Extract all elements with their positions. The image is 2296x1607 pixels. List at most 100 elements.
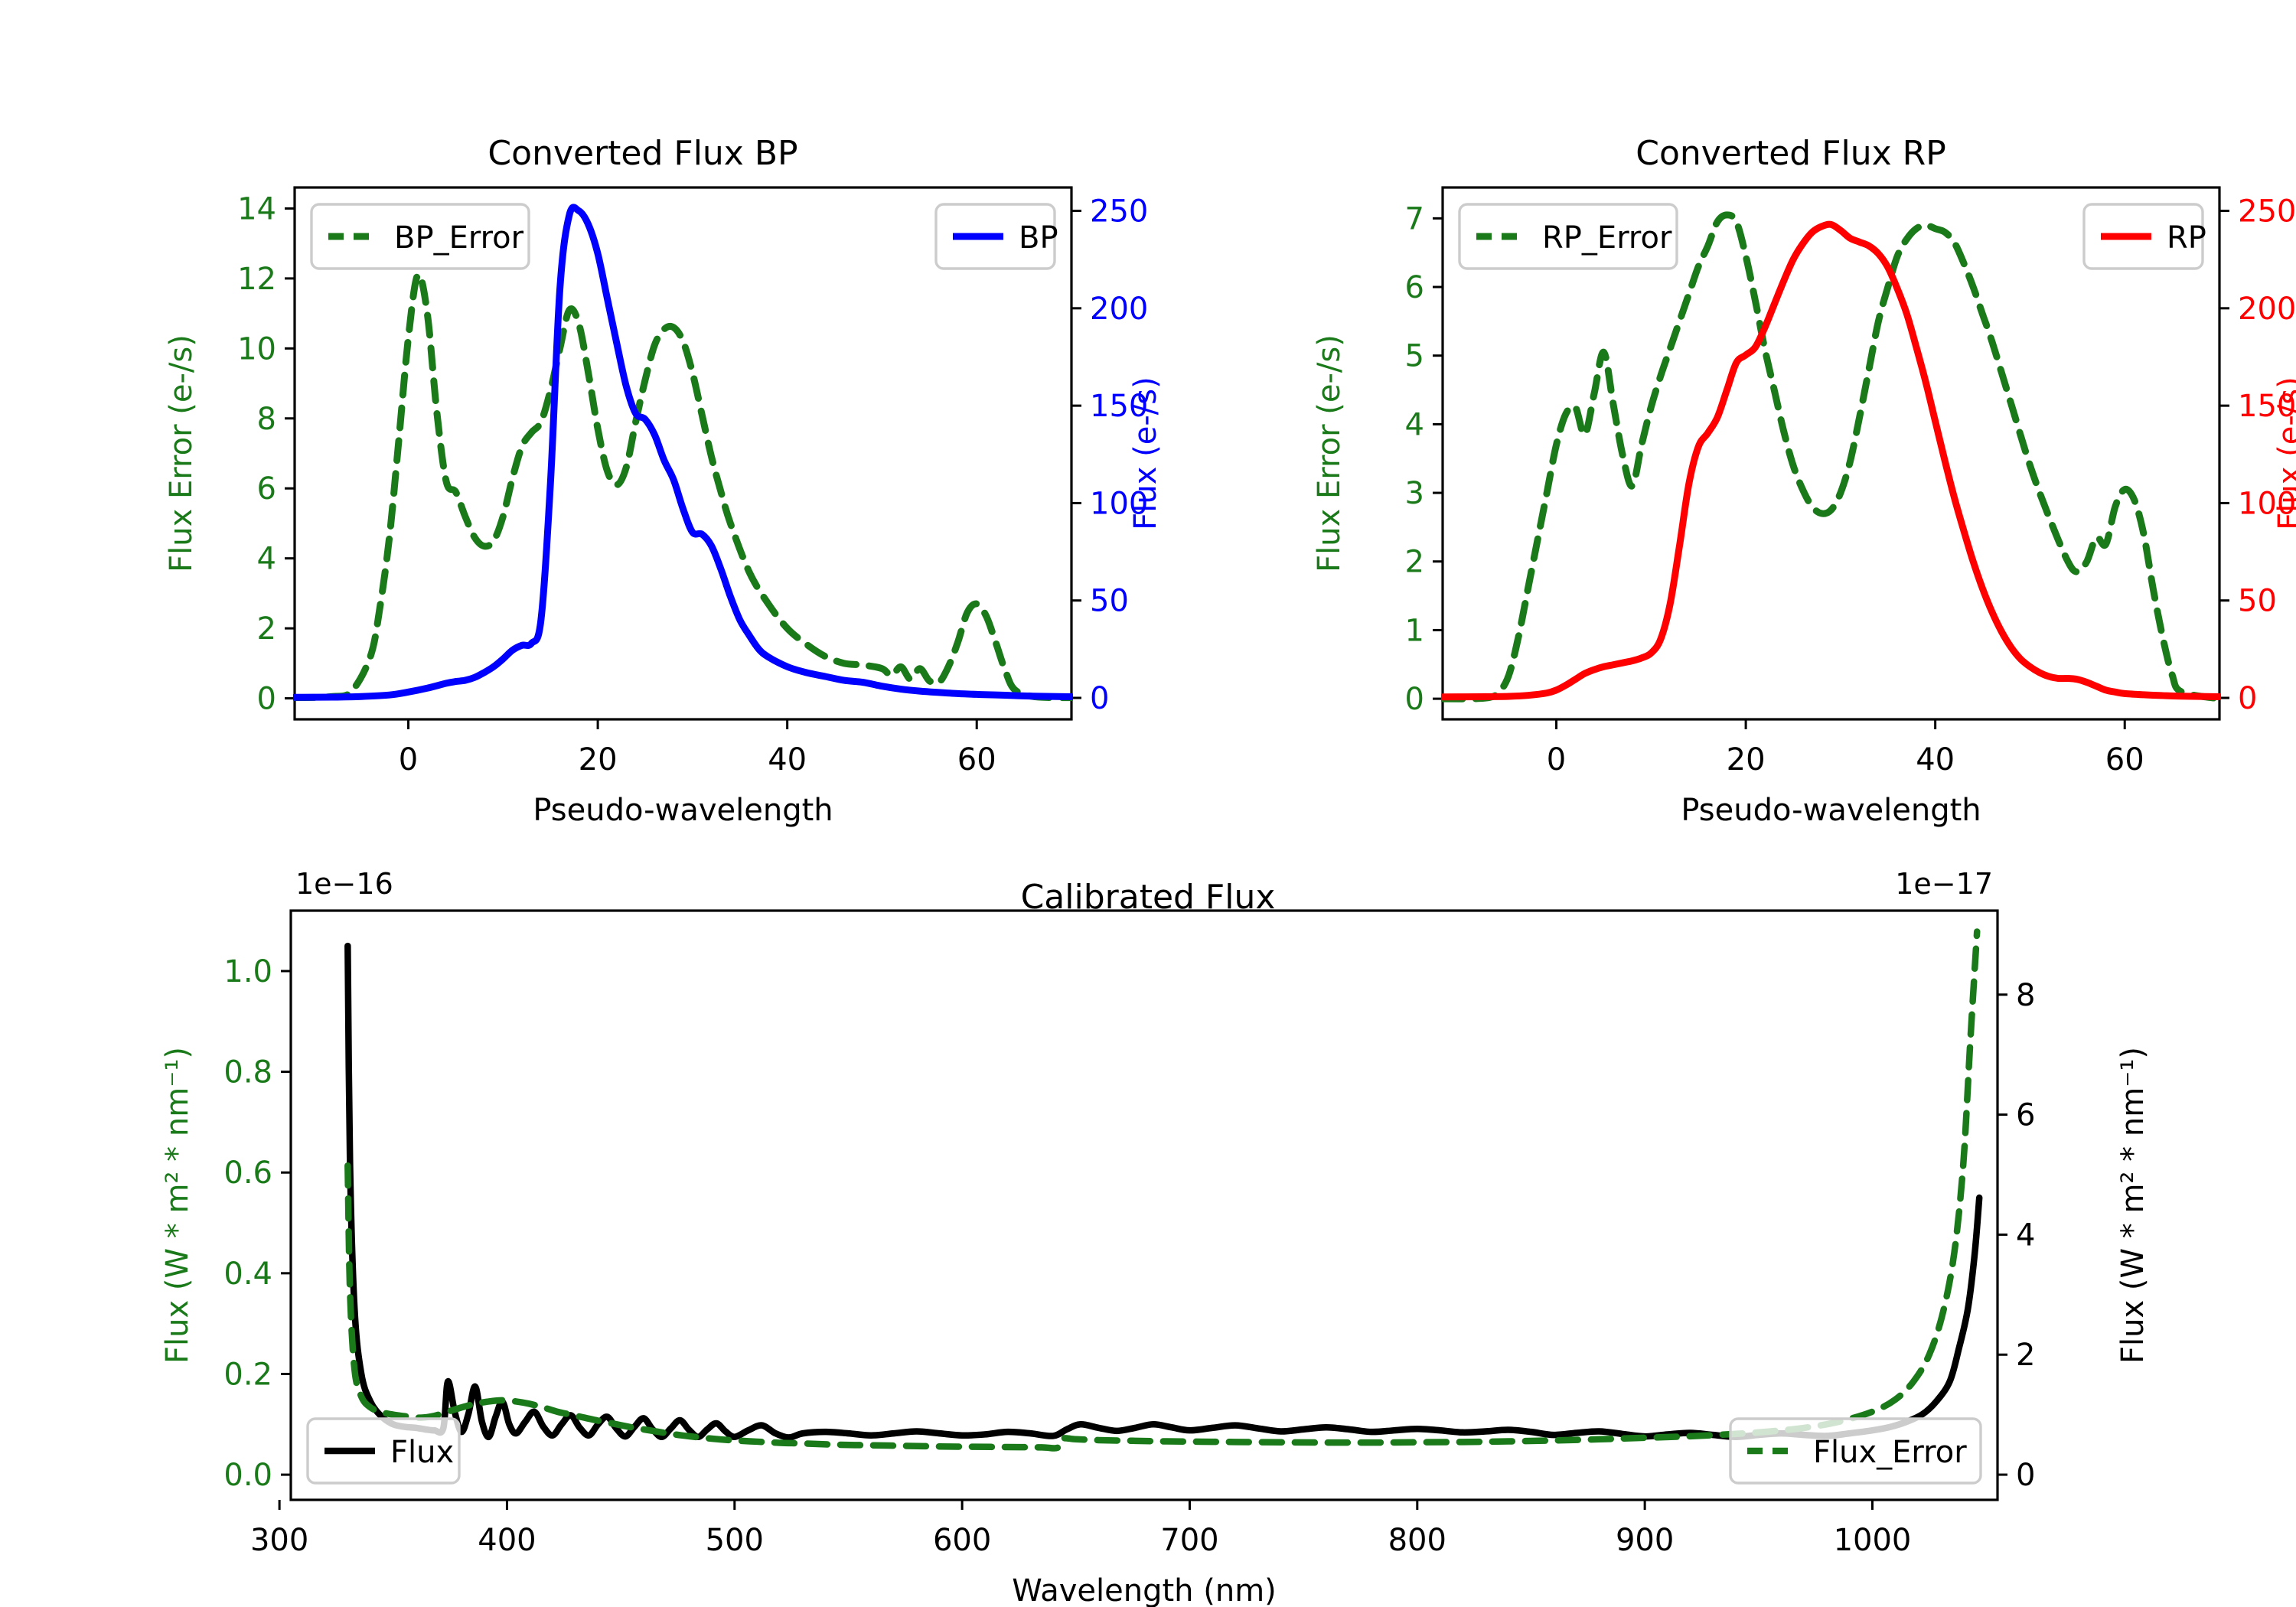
- y-left-axis-label: Flux Error (e-/s): [1312, 334, 1347, 572]
- y-left-tick-label: 4: [257, 542, 276, 577]
- y-left-tick-label: 10: [237, 331, 276, 367]
- y-left-tick-label: 0: [257, 682, 276, 717]
- legend-flux[interactable]: Flux: [306, 1417, 461, 1485]
- y-left-tick-label: 2: [257, 611, 276, 647]
- y-left-tick-label: 0: [1405, 682, 1424, 717]
- y-right-axis-label: Flux (e-/s): [1128, 376, 1163, 530]
- y-left-tick-label: 2: [1405, 545, 1424, 580]
- plot-frame: [293, 186, 1073, 721]
- plot-frame: [1441, 186, 2221, 721]
- y-left-tick-label: 0.6: [223, 1156, 272, 1191]
- x-tick-label: 800: [1388, 1523, 1446, 1558]
- y-right-tick-label: 4: [2016, 1217, 2035, 1253]
- y-left-tick-label: 6: [1405, 270, 1424, 305]
- y-left-tick-label: 7: [1405, 201, 1424, 236]
- legend-box: [306, 1417, 461, 1485]
- calibrated-plot-svg: Calibrated Flux 300 400 500 600 700 800 900 100…: [160, 867, 2151, 1607]
- y-left-tick-label: 6: [257, 471, 276, 507]
- y-left-tick-label: 1.0: [223, 954, 272, 989]
- panel-converted-flux-bp: Converted Flux BP 0 20 40 60 Pseudo-waveleng…: [0, 0, 1163, 828]
- y-left-tick-label: 1: [1405, 613, 1424, 648]
- x-tick-label: 600: [933, 1523, 991, 1558]
- y-left-tick-label: 3: [1405, 476, 1424, 511]
- y-left-tick-label: 14: [237, 191, 276, 227]
- x-tick-label: 20: [1727, 742, 1766, 777]
- y-right-tick-label: 8: [2016, 978, 2035, 1013]
- x-tick-label: 20: [579, 742, 618, 777]
- x-tick-label: 60: [2105, 742, 2144, 777]
- y-right-tick-label: 0: [2016, 1458, 2035, 1493]
- y-right-tick-label: 150: [2238, 389, 2296, 424]
- legend-label: RP_Error: [1542, 220, 1672, 256]
- x-tick-label: 700: [1160, 1523, 1218, 1558]
- legend-label: BP_Error: [394, 220, 524, 256]
- series-line-rp: [1441, 220, 2221, 701]
- y-right-tick-label: 200: [1090, 292, 1148, 327]
- y-left-tick-label: 0.0: [223, 1458, 272, 1493]
- series-line-bp_error: [293, 271, 1073, 702]
- x-axis-label: Pseudo-wavelength: [1681, 793, 1981, 828]
- y-right-tick-label: 50: [1090, 584, 1129, 619]
- y-right-axis-label: Flux (W * m² * nm⁻¹): [2115, 1047, 2151, 1364]
- y-right-offset-text: 1e−17: [1895, 867, 1993, 901]
- bp-plot-svg: Converted Flux BP 0 20 40 60Pseudo-waveleng…: [164, 134, 1163, 828]
- plot-frame: [289, 909, 1999, 1501]
- y-left-tick-label: 5: [1405, 339, 1424, 374]
- x-axis-label: Pseudo-wavelength: [533, 793, 833, 828]
- y-right-tick-label: 250: [1090, 194, 1148, 230]
- legend-box: [1729, 1417, 1982, 1485]
- y-right-tick-label: 200: [2238, 292, 2296, 327]
- series-line-flux: [344, 942, 1983, 1441]
- x-tick-label: 1000: [1834, 1523, 1912, 1558]
- legend-label: BP: [1019, 220, 1058, 256]
- legend-label: Flux_Error: [1813, 1435, 1967, 1470]
- x-tick-label: 900: [1616, 1523, 1674, 1558]
- x-axis-label: Wavelength (nm): [1012, 1573, 1277, 1607]
- y-right-tick-label: 100: [1090, 486, 1148, 521]
- y-right-tick-label: 150: [1090, 389, 1148, 424]
- x-tick-label: 0: [1547, 742, 1566, 777]
- legend-box: [310, 203, 530, 270]
- y-right-tick-label: 6: [2016, 1098, 2035, 1133]
- series-line-rp_error: [1441, 211, 2221, 702]
- rp-panel-title: Converted Flux RP: [1636, 134, 1946, 173]
- y-right-tick-label: 0: [2238, 681, 2257, 716]
- legend-bp[interactable]: BP: [934, 203, 1058, 270]
- legend-box: [1458, 203, 1678, 270]
- series-line-flux_error: [344, 928, 1981, 1452]
- bp-panel-title: Converted Flux BP: [488, 134, 797, 173]
- x-tick-label: 40: [1916, 742, 1955, 777]
- y-right-tick-label: 50: [2238, 584, 2277, 619]
- rp-plot-svg: Converted Flux RP 0 20 40 60Pseudo-waveleng…: [1312, 134, 2296, 828]
- y-right-tick-label: 100: [2238, 486, 2296, 521]
- x-tick-label: 40: [768, 742, 807, 777]
- legend-label: RP: [2167, 220, 2206, 256]
- x-tick-label: 60: [957, 742, 996, 777]
- legend-label: Flux: [390, 1435, 454, 1470]
- y-left-tick-label: 12: [237, 262, 276, 297]
- y-left-tick-label: 4: [1405, 407, 1424, 442]
- y-right-tick-label: 0: [1090, 681, 1109, 716]
- series-line-bp: [293, 204, 1073, 701]
- y-left-tick-label: 0.2: [223, 1357, 272, 1392]
- panel-calibrated-flux: Calibrated Flux 300 400 500 600 700 800 900 100…: [0, 826, 2296, 1607]
- legend-rp_error[interactable]: RP_Error: [1458, 203, 1678, 270]
- panel-converted-flux-rp: Converted Flux RP 0 20 40 60 Pseudo-waveleng…: [1148, 0, 2296, 828]
- y-left-tick-label: 0.8: [223, 1055, 272, 1090]
- y-left-offset-text: 1e−16: [295, 867, 393, 901]
- y-right-tick-label: 2: [2016, 1338, 2035, 1373]
- x-tick-label: 0: [399, 742, 418, 777]
- y-right-tick-label: 250: [2238, 194, 2296, 230]
- legend-bp_error[interactable]: BP_Error: [310, 203, 530, 270]
- y-left-axis-label: Flux (W * m² * nm⁻¹): [160, 1047, 195, 1364]
- legend-rp[interactable]: RP: [2082, 203, 2206, 270]
- y-right-axis-label: Flux (e-/s): [2272, 376, 2296, 530]
- x-tick-label: 300: [250, 1523, 308, 1558]
- x-tick-label: 500: [706, 1523, 764, 1558]
- y-left-axis-label: Flux Error (e-/s): [164, 334, 199, 572]
- legend-flux_error[interactable]: Flux_Error: [1729, 1417, 1982, 1485]
- y-left-tick-label: 0.4: [223, 1257, 272, 1292]
- y-left-tick-label: 8: [257, 402, 276, 437]
- x-tick-label: 400: [478, 1523, 536, 1558]
